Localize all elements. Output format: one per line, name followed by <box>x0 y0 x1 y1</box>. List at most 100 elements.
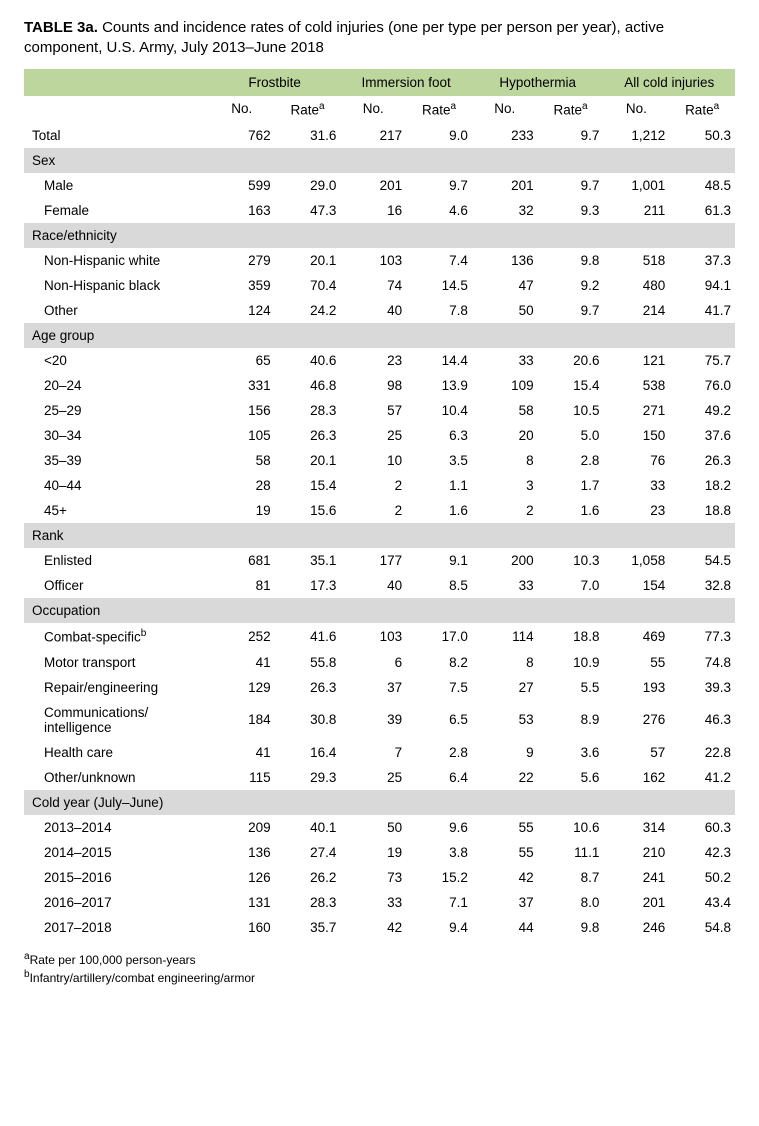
cell: 9.0 <box>406 123 472 148</box>
table-row: Officer8117.3408.5337.015432.8 <box>24 573 735 598</box>
subhdr-no: No. <box>340 96 406 124</box>
cell: 35.7 <box>275 915 341 940</box>
cell: 57 <box>340 398 406 423</box>
cell: 103 <box>340 623 406 650</box>
row-label: 2013–2014 <box>24 815 209 840</box>
cell: 18.8 <box>538 623 604 650</box>
cell: 1,001 <box>603 173 669 198</box>
section-header: Cold year (July–June) <box>24 790 735 815</box>
row-label: 45+ <box>24 498 209 523</box>
cell: 2.8 <box>538 448 604 473</box>
cell: 25 <box>340 423 406 448</box>
subhdr-no: No. <box>209 96 275 124</box>
cell: 2.8 <box>406 740 472 765</box>
table-row: 2017–201816035.7429.4449.824654.8 <box>24 915 735 940</box>
cell: 77.3 <box>669 623 735 650</box>
row-label: Total <box>24 123 209 148</box>
cell: 53 <box>472 700 538 740</box>
cell: 271 <box>603 398 669 423</box>
cell: 7.1 <box>406 890 472 915</box>
cell: 241 <box>603 865 669 890</box>
table-row: Non-Hispanic white27920.11037.41369.8518… <box>24 248 735 273</box>
row-label: <20 <box>24 348 209 373</box>
table-row: Other12424.2407.8509.721441.7 <box>24 298 735 323</box>
cell: 10.4 <box>406 398 472 423</box>
cell: 7.4 <box>406 248 472 273</box>
cell: 50 <box>472 298 538 323</box>
col-group-hypothermia: Hypothermia <box>472 69 604 96</box>
col-group-immersion: Immersion foot <box>340 69 472 96</box>
cell: 15.2 <box>406 865 472 890</box>
cell: 20.1 <box>275 248 341 273</box>
cell: 25 <box>340 765 406 790</box>
col-group-frostbite: Frostbite <box>209 69 341 96</box>
table-row: 25–2915628.35710.45810.527149.2 <box>24 398 735 423</box>
cell: 30.8 <box>275 700 341 740</box>
cell: 279 <box>209 248 275 273</box>
cell: 109 <box>472 373 538 398</box>
cell: 42.3 <box>669 840 735 865</box>
column-group-header: Frostbite Immersion foot Hypothermia All… <box>24 69 735 96</box>
cell: 131 <box>209 890 275 915</box>
cell: 2 <box>472 498 538 523</box>
cell: 22 <box>472 765 538 790</box>
row-label: Other <box>24 298 209 323</box>
cell: 37 <box>340 675 406 700</box>
cell: 480 <box>603 273 669 298</box>
cell: 126 <box>209 865 275 890</box>
cell: 49.2 <box>669 398 735 423</box>
table-row: Combat-specificb25241.610317.011418.8469… <box>24 623 735 650</box>
row-label: Combat-specificb <box>24 623 209 650</box>
cell: 6.4 <box>406 765 472 790</box>
cell: 136 <box>472 248 538 273</box>
subhdr-rate: Ratea <box>406 96 472 124</box>
cell: 681 <box>209 548 275 573</box>
subhdr-no: No. <box>603 96 669 124</box>
cell: 7.5 <box>406 675 472 700</box>
cell: 1,058 <box>603 548 669 573</box>
table-row: Communications/ intelligence18430.8396.5… <box>24 700 735 740</box>
cell: 1,212 <box>603 123 669 148</box>
cell: 9.7 <box>538 173 604 198</box>
row-label: Non-Hispanic black <box>24 273 209 298</box>
cell: 15.4 <box>275 473 341 498</box>
cell: 136 <box>209 840 275 865</box>
cell: 58 <box>472 398 538 423</box>
table-row: Male59929.02019.72019.71,00148.5 <box>24 173 735 198</box>
cell: 8 <box>472 448 538 473</box>
cell: 58 <box>209 448 275 473</box>
cell: 3 <box>472 473 538 498</box>
cell: 7 <box>340 740 406 765</box>
row-label: Other/unknown <box>24 765 209 790</box>
cell: 2 <box>340 498 406 523</box>
cell: 20.1 <box>275 448 341 473</box>
row-label: 2016–2017 <box>24 890 209 915</box>
subhdr-rate: Ratea <box>669 96 735 124</box>
row-label: Communications/ intelligence <box>24 700 209 740</box>
cell: 163 <box>209 198 275 223</box>
cell: 31.6 <box>275 123 341 148</box>
cell: 105 <box>209 423 275 448</box>
cell: 1.6 <box>406 498 472 523</box>
cell: 14.4 <box>406 348 472 373</box>
table-row: 45+1915.621.621.62318.8 <box>24 498 735 523</box>
cell: 40.1 <box>275 815 341 840</box>
cell: 42 <box>340 915 406 940</box>
cell: 39.3 <box>669 675 735 700</box>
row-label: Non-Hispanic white <box>24 248 209 273</box>
cell: 26.3 <box>275 423 341 448</box>
cell: 177 <box>340 548 406 573</box>
row-label: Officer <box>24 573 209 598</box>
row-label: Motor transport <box>24 650 209 675</box>
section-header: Sex <box>24 148 735 173</box>
cell: 9.3 <box>538 198 604 223</box>
cell: 13.9 <box>406 373 472 398</box>
cell: 518 <box>603 248 669 273</box>
table-row: <206540.62314.43320.612175.7 <box>24 348 735 373</box>
table-caption: Counts and incidence rates of cold injur… <box>24 19 664 56</box>
cell: 114 <box>472 623 538 650</box>
cell: 33 <box>472 573 538 598</box>
cell: 210 <box>603 840 669 865</box>
table-row: Non-Hispanic black35970.47414.5479.24809… <box>24 273 735 298</box>
cell: 121 <box>603 348 669 373</box>
